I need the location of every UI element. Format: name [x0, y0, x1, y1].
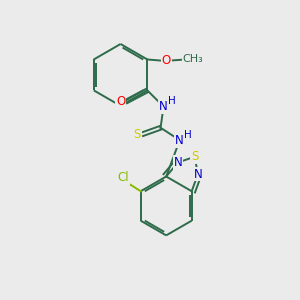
Text: N: N	[194, 167, 202, 181]
Text: O: O	[162, 54, 171, 68]
Text: N: N	[174, 156, 182, 169]
Text: CH₃: CH₃	[183, 55, 203, 64]
Text: N: N	[159, 100, 168, 113]
Text: H: H	[184, 130, 192, 140]
Text: H: H	[168, 96, 176, 106]
Text: S: S	[134, 128, 141, 141]
Text: N: N	[175, 134, 184, 147]
Text: O: O	[116, 95, 125, 108]
Text: Cl: Cl	[117, 171, 129, 184]
Text: S: S	[191, 150, 198, 163]
